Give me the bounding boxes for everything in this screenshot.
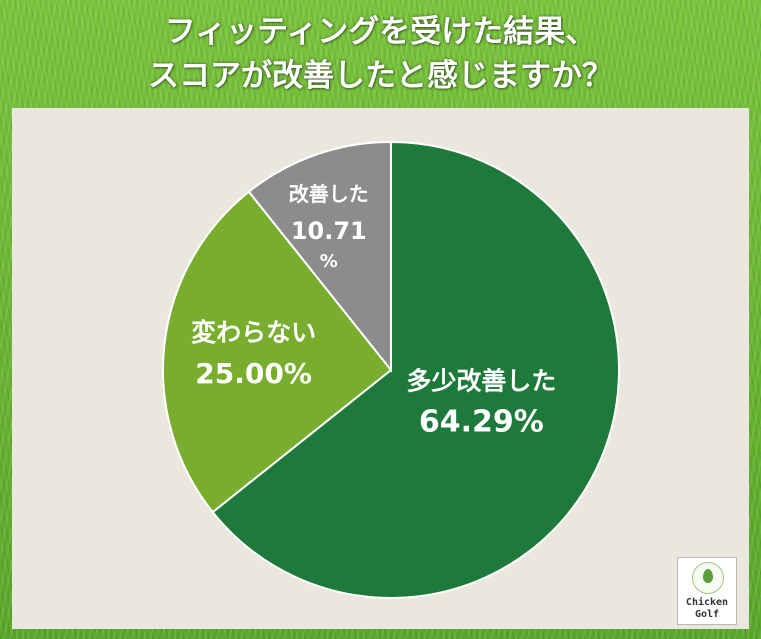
slice-value-label-continued: %	[320, 251, 338, 272]
slice-label: 改善した	[289, 182, 369, 206]
pie-labels: 多少改善した 64.29% 変わらない 25.00% 改善した 10.71%	[191, 182, 556, 439]
title-line-1: フィッティングを受けた結果、	[164, 14, 597, 50]
chicken-golf-emblem-icon	[692, 562, 724, 594]
pie-slice	[247, 140, 392, 373]
slice-value-label: 25.00%	[195, 357, 312, 390]
slice-value-label: 10.71	[291, 217, 367, 245]
title-line-2: スコアが改善したと感じますか？	[148, 58, 613, 94]
slice-value-label: 64.29%	[419, 405, 544, 440]
slice-label: 変わらない	[191, 318, 316, 347]
slice-label: 多少改善した	[406, 367, 556, 396]
logo-line-1: Chicken	[685, 597, 729, 608]
pie-slice	[162, 190, 393, 514]
chart-title: フィッティングを受けた結果、 スコアが改善したと感じますか？	[0, 10, 761, 98]
pie-slice	[211, 140, 620, 599]
logo-line-2: Golf	[694, 609, 720, 620]
pie-slices	[162, 140, 620, 599]
leaf-icon	[703, 569, 713, 583]
chicken-golf-logo: Chicken Golf	[677, 557, 737, 625]
